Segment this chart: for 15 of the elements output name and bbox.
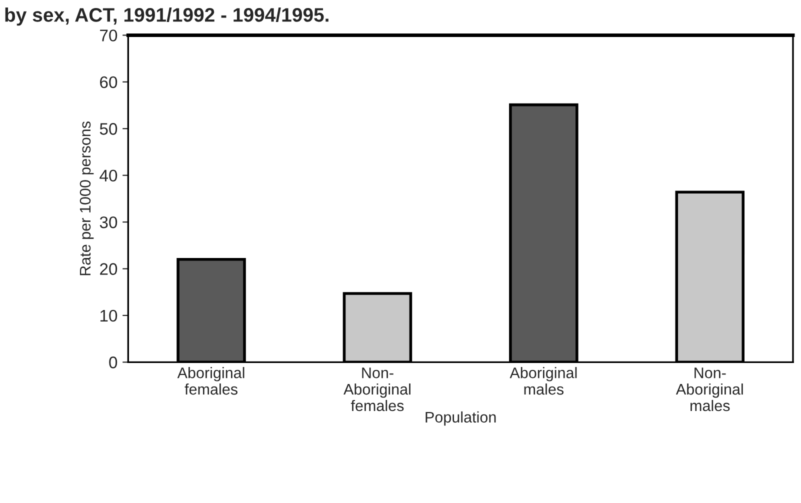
y-tick-label: 10 <box>100 310 118 322</box>
chart-title: by sex, ACT, 1991/1992 - 1994/1995. <box>5 8 328 26</box>
y-tick-label: 70 <box>100 30 118 42</box>
x-axis-title: Population <box>426 411 496 426</box>
y-tick-label: 40 <box>100 170 118 182</box>
y-tick-label: 0 <box>109 356 118 368</box>
y-tick-label: 30 <box>100 216 118 228</box>
x-tick-label: Aboriginal males <box>510 367 577 395</box>
x-tick-label: Aboriginal females <box>177 367 244 395</box>
y-tick-label: 50 <box>100 123 118 135</box>
x-tick-label: Non- Aboriginal females <box>344 368 410 412</box>
x-tick-label: Non- Aboriginal males <box>676 368 743 412</box>
y-tick-label: 20 <box>100 263 118 275</box>
y-axis-title: Rate per 1000 persons <box>80 122 94 276</box>
y-tick-label: 60 <box>100 76 118 88</box>
